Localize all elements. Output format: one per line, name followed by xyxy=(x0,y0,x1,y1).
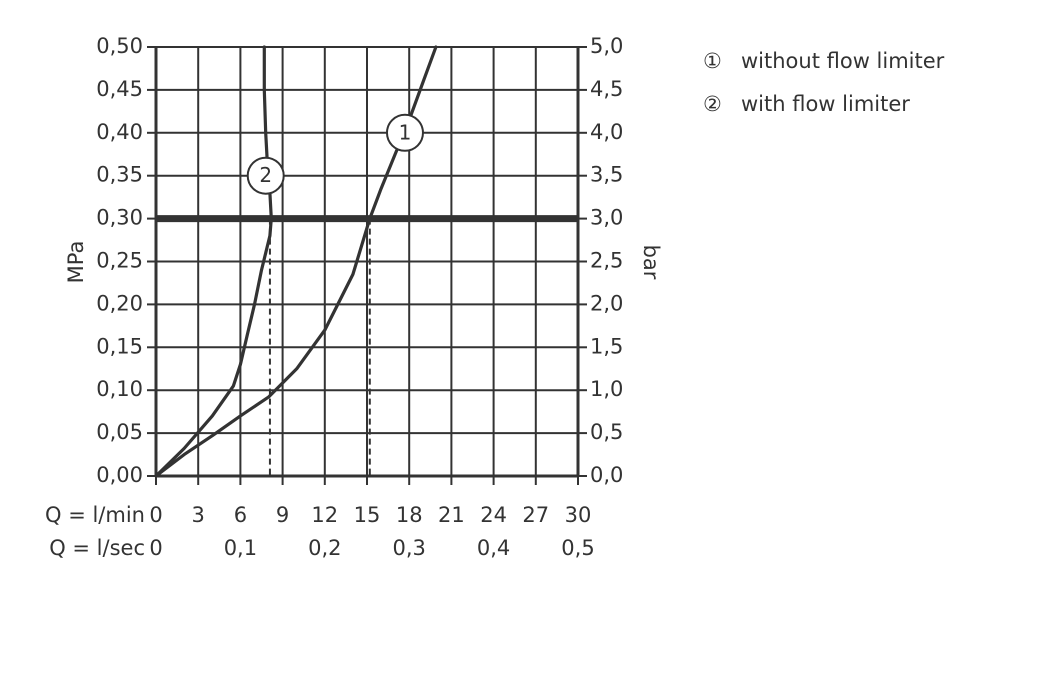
tick-labels: 0 3 6 9 12 15 18 21 24 27 300 0,1 0,2 0,3 0,4 0,50,00 0,… xyxy=(96,34,623,560)
x-secondary-tick-label: 0,1 xyxy=(224,536,257,560)
y-right-tick-label: 3,5 xyxy=(590,163,623,187)
x-secondary-tick-label: 0,4 xyxy=(477,536,510,560)
drop-lines xyxy=(268,218,371,476)
x-tick-label: 18 xyxy=(396,503,423,527)
x-tick-label: 24 xyxy=(480,503,507,527)
series-line-2 xyxy=(154,45,273,478)
x-tick-label: 27 xyxy=(522,503,549,527)
series-marker-circle-2 xyxy=(246,156,285,195)
y-left-tick-label: 0,50 xyxy=(96,34,143,58)
x-secondary-tick-label: 0,5 xyxy=(561,536,594,560)
x-tick-label: 3 xyxy=(192,503,205,527)
legend-item-1: without flow limiter xyxy=(741,49,945,73)
legend-item-2: with flow limiter xyxy=(741,92,910,116)
series-marker-label-2: 2 xyxy=(259,163,272,187)
y-left-tick-label: 0,00 xyxy=(96,463,143,487)
y-right-tick-label: 2,5 xyxy=(590,249,623,273)
y-right-tick-label: 4,0 xyxy=(590,120,623,144)
y-right-tick-label: 4,5 xyxy=(590,77,623,101)
x-secondary-tick-label: 0,2 xyxy=(308,536,341,560)
y-right-tick-label: 3,0 xyxy=(590,206,623,230)
y-right-tick-label: 1,5 xyxy=(590,334,623,358)
x-tick-label: 21 xyxy=(438,503,465,527)
y-right-tick-label: 0,5 xyxy=(590,420,623,444)
y-axis-right-title: bar xyxy=(639,245,663,280)
series-marker-label-1: 1 xyxy=(399,120,412,144)
y-right-tick-label: 2,0 xyxy=(590,291,623,315)
y-axis-left-title: MPa xyxy=(64,241,88,284)
y-left-tick-label: 0,45 xyxy=(96,77,143,101)
x-axis-secondary-title: Q = l/sec xyxy=(49,536,145,560)
x-secondary-tick-label: 0,3 xyxy=(392,536,425,560)
y-left-tick-label: 0,20 xyxy=(96,291,143,315)
y-left-tick-label: 0,15 xyxy=(96,334,143,358)
y-left-tick-label: 0,35 xyxy=(96,163,143,187)
x-axis-title: Q = l/min xyxy=(45,503,145,527)
x-tick-label: 30 xyxy=(565,503,592,527)
x-tick-label: 12 xyxy=(311,503,338,527)
y-right-tick-label: 5,0 xyxy=(590,34,623,58)
legend: ① without flow limiter ② with flow limit… xyxy=(703,49,945,116)
x-tick-label: 0 xyxy=(149,503,162,527)
legend-symbol-2: ② xyxy=(703,92,722,116)
x-tick-label: 6 xyxy=(234,503,247,527)
legend-symbol-1: ① xyxy=(703,49,722,73)
grid xyxy=(155,46,579,477)
series-marker-circle-1 xyxy=(385,113,424,152)
y-left-tick-label: 0,05 xyxy=(96,420,143,444)
y-right-tick-label: 1,0 xyxy=(590,377,623,401)
y-left-tick-label: 0,30 xyxy=(96,206,143,230)
x-tick-label: 9 xyxy=(276,503,289,527)
axes xyxy=(147,46,587,485)
x-tick-label: 15 xyxy=(354,503,381,527)
y-left-tick-label: 0,10 xyxy=(96,377,143,401)
y-left-tick-label: 0,40 xyxy=(96,120,143,144)
series-markers: 12 xyxy=(246,113,424,195)
x-secondary-tick-label: 0 xyxy=(149,536,162,560)
y-right-tick-label: 0,0 xyxy=(590,463,623,487)
y-left-tick-label: 0,25 xyxy=(96,249,143,273)
